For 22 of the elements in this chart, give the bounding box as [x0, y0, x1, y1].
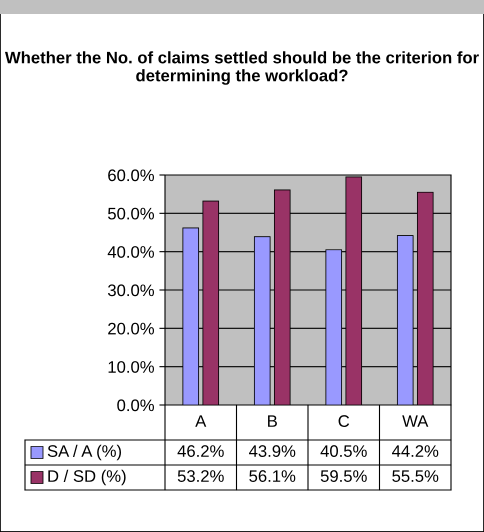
- y-tick-label: 40.0%: [108, 246, 154, 258]
- y-tick-label: 10.0%: [108, 361, 154, 373]
- x-tick-label: WA: [402, 415, 428, 427]
- x-tick-label: B: [268, 415, 277, 427]
- y-tick-label: 30.0%: [108, 284, 154, 296]
- y-tick-label: 50.0%: [108, 208, 154, 220]
- data-label: 55.5%: [392, 470, 438, 482]
- legend-label: D / SD (%): [48, 470, 126, 486]
- data-label: 56.1%: [249, 470, 296, 482]
- y-tick-label: 0.0%: [117, 399, 154, 412]
- data-label: 40.5%: [320, 445, 367, 457]
- x-tick-label: A: [195, 415, 206, 427]
- x-tick-label: C: [338, 415, 350, 427]
- legend-label: SA / A (%): [48, 444, 122, 460]
- data-label: 53.2%: [178, 470, 224, 482]
- data-label: 43.9%: [249, 445, 296, 457]
- y-tick-label: 20.0%: [108, 322, 154, 335]
- chart-title: Whether the No. of claims settled should be the criterion for determining the workload?: [4, 51, 479, 85]
- data-label: 44.2%: [392, 445, 438, 457]
- y-tick-label: 60.0%: [108, 169, 154, 182]
- data-label: 46.2%: [178, 445, 224, 457]
- data-label: 59.5%: [320, 470, 367, 482]
